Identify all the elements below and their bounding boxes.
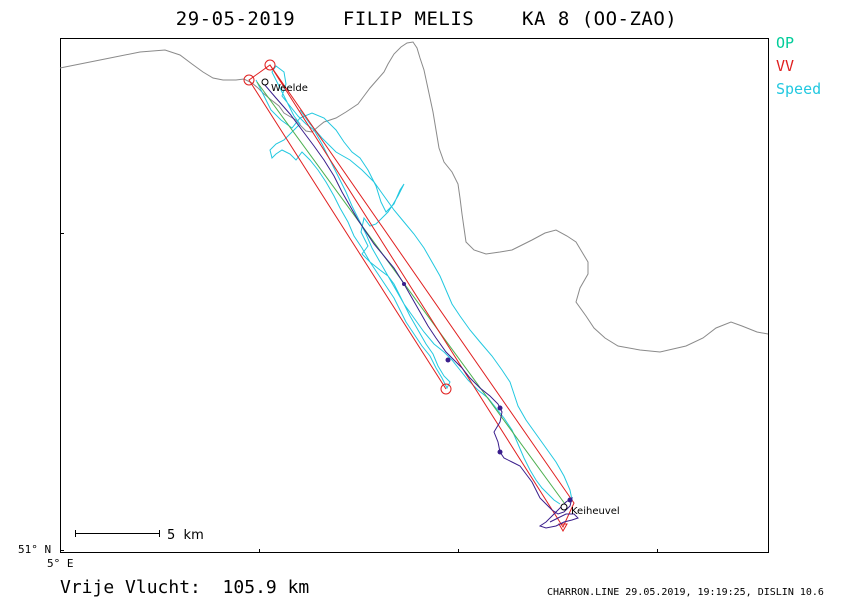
waypoint-keiheuvel-marker <box>560 503 568 511</box>
climb-markers <box>402 282 573 503</box>
legend-speed: Speed <box>776 80 822 98</box>
op-line <box>256 81 566 505</box>
scale-bar <box>75 530 160 537</box>
legend-vv: VV <box>776 57 795 75</box>
page-title: 29-05-2019 FILIP MELIS KA 8 (OO-ZAO) <box>0 8 853 30</box>
flight-date: 29-05-2019 <box>175 8 296 30</box>
software-credit: CHARRON.LINE 29.05.2019, 19:19:25, DISLI… <box>547 587 824 598</box>
pilot-name: FILIP MELIS <box>342 8 475 30</box>
turnpoint-start <box>243 74 255 86</box>
axis-ticks <box>60 233 658 553</box>
waypoint-keiheuvel-label: Keiheuvel <box>571 506 620 517</box>
waypoint-weelde-marker <box>261 78 269 86</box>
finish-marker <box>558 523 568 533</box>
scale-bar-label: 5 km <box>167 528 204 543</box>
legend-op: OP <box>776 34 795 52</box>
flight-track-climb <box>263 83 579 529</box>
country-border <box>59 41 769 353</box>
latitude-label: 51° N <box>18 543 52 556</box>
flight-track-speed-east <box>299 109 573 501</box>
glider-id: KA 8 (OO-ZAO) <box>522 8 678 30</box>
map-frame <box>60 38 769 553</box>
flight-track-speed <box>255 65 561 505</box>
task-route <box>248 64 575 529</box>
turnpoint-middle <box>440 383 452 395</box>
turnpoint-north <box>264 59 276 71</box>
longitude-label: 5° E <box>47 557 74 570</box>
waypoint-weelde-label: Weelde <box>271 83 308 94</box>
free-flight-distance: Vrije Vlucht: 105.9 km <box>60 577 310 598</box>
